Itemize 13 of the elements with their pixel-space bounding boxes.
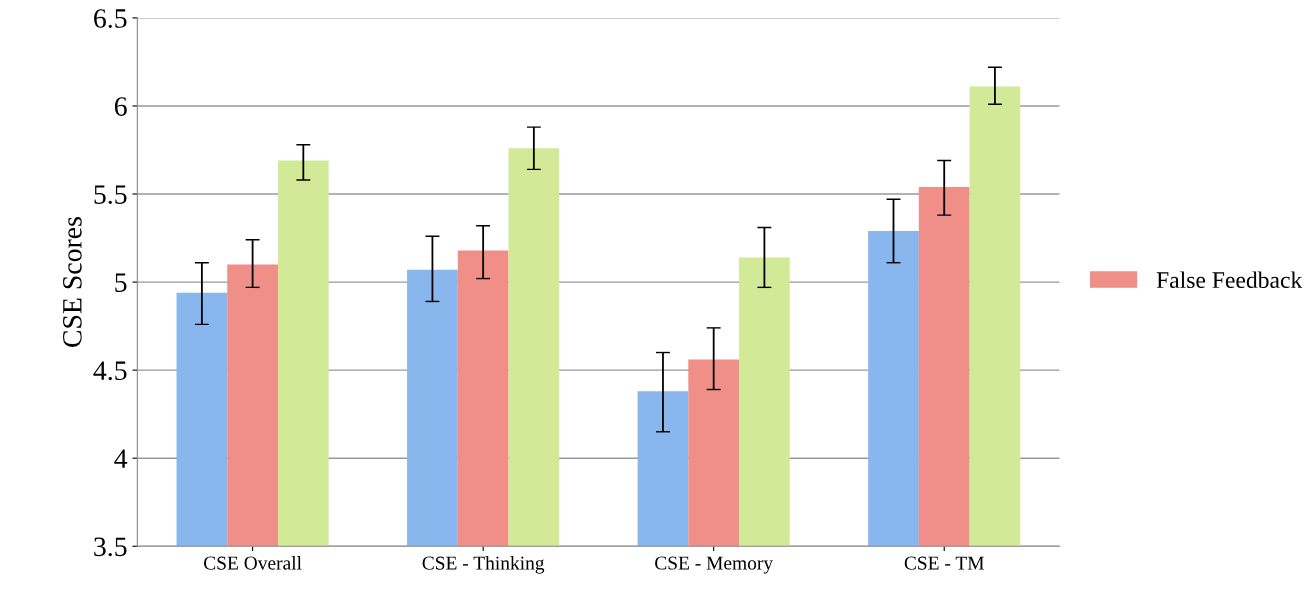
y-tick-label: 6: [114, 97, 127, 116]
x-tick-label: CSE Overall: [203, 555, 302, 570]
y-tick-label: 4.5: [93, 361, 127, 381]
legend-label: False Feedback: [1156, 271, 1303, 289]
y-tick-label: 6.5: [94, 9, 127, 28]
x-tick-label: CSE - Thinking: [422, 555, 545, 574]
y-tick-label: 3.5: [94, 537, 127, 557]
y-axis-title: CSE Scores: [63, 217, 82, 347]
x-tick-label: CSE - TM: [904, 556, 984, 570]
y-tick-label: 5.5: [94, 185, 127, 205]
y-tick-label: 4: [114, 449, 128, 468]
x-tick-label: CSE - Memory: [655, 556, 774, 574]
y-tick-label: 5: [115, 273, 127, 292]
